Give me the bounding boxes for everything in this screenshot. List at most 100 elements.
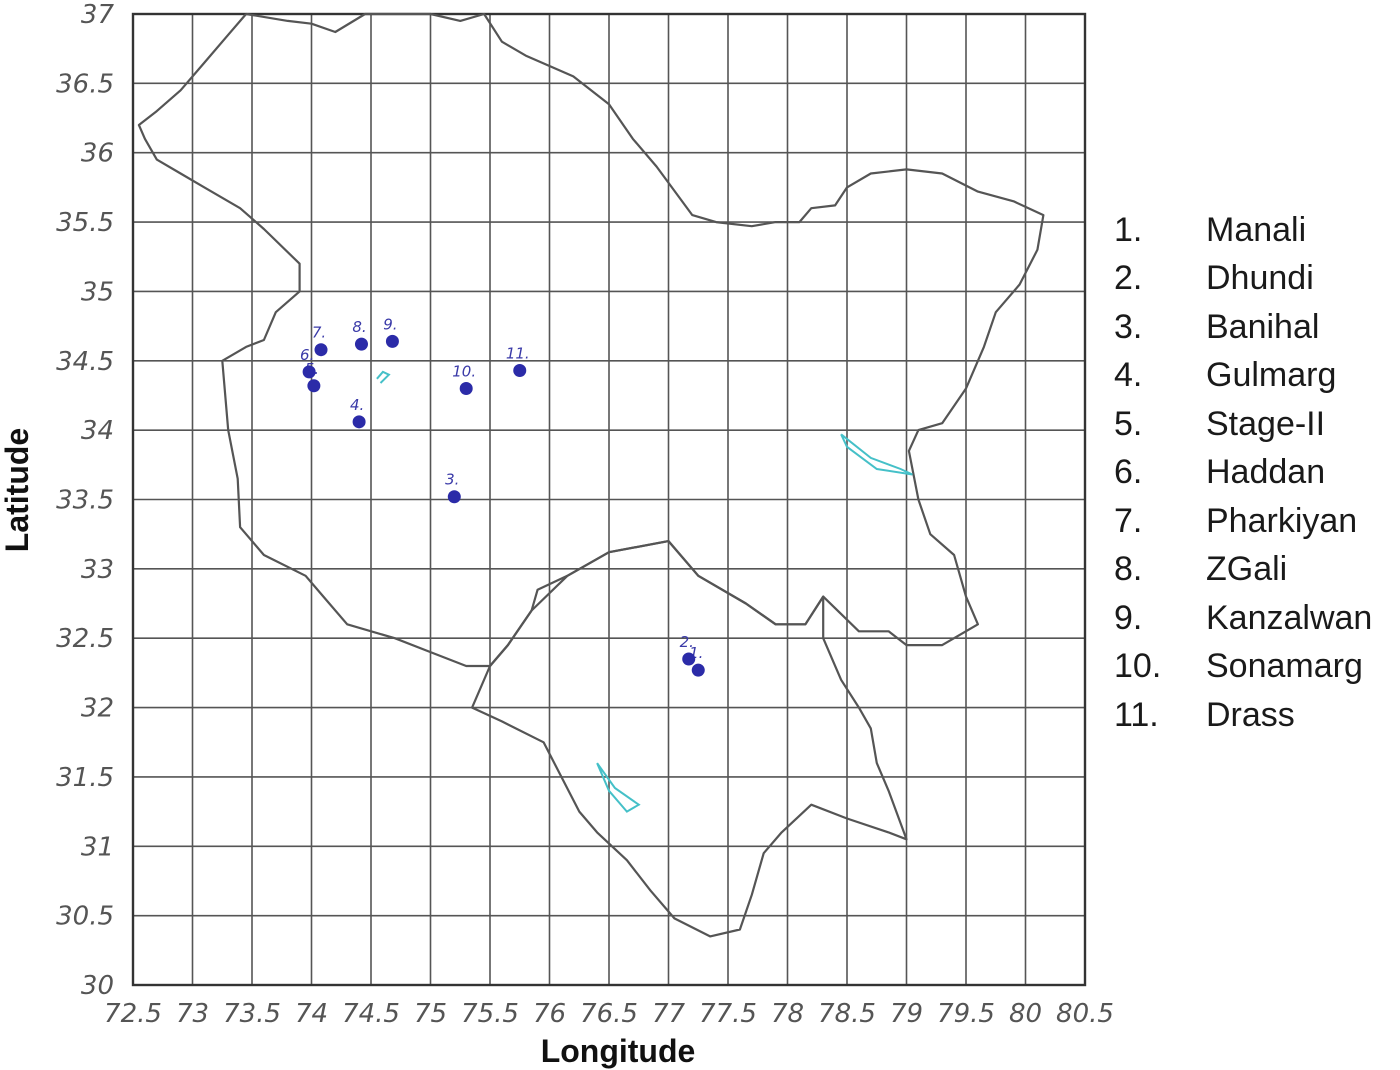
legend-station-name: Gulmarg [1206,356,1337,395]
lake-outline [596,762,641,813]
tick-labels: 72.5 73 73.5 74 74.5 75 75.5 76 76.5 77 77.5 78 78.5… [56,0,1114,1029]
station-point-label: 9. [383,315,397,333]
station-point [354,337,368,351]
legend-item: 6. Haddan [1114,449,1400,498]
legend-station-name: Sonamarg [1206,647,1363,686]
lake-outline [376,370,391,384]
x-tick-label: 77.5 [699,999,757,1029]
legend-number: 2. [1114,259,1143,298]
x-tick-label: 74.5 [342,999,400,1029]
legend-item: 11. Drass [1114,691,1400,740]
legend-number: 6. [1114,453,1143,492]
legend-number: 8. [1114,550,1143,589]
station-point [302,365,316,379]
x-tick-label: 73.5 [223,999,281,1029]
legend-station-name: ZGali [1206,550,1288,589]
station-point-label: 4. [350,396,364,414]
legend-item: 9. Kanzalwan [1114,594,1400,643]
y-tick-label: 33.5 [56,486,114,516]
y-tick-label: 32.5 [56,624,114,654]
station-point [459,382,473,396]
station-points: 1.2.3.4.5.6.7.8.9.10.11. [300,315,705,677]
x-tick-label: 72.5 [104,999,162,1029]
plot-frame [131,12,1087,987]
x-axis-title: Longitude [541,1033,696,1069]
legend: 1. Manali 2. Dhundi 3. Banihal 4. Gulmarg 5. Stag… [1114,206,1400,740]
state-boundaries [137,12,1045,938]
legend-item: 3. Banihal [1114,303,1400,352]
y-tick-label: 31 [81,832,114,862]
station-point-label: 2. [680,633,694,651]
legend-station-name: Haddan [1206,453,1326,492]
grid [131,12,1087,987]
station-point-label: 3. [445,471,459,489]
x-tick-label: 75 [414,999,447,1029]
station-point-label: 7. [312,324,326,342]
legend-station-name: Banihal [1206,307,1320,346]
station-point-label: 6. [300,346,314,364]
x-tick-label: 78 [771,999,804,1029]
legend-number: 3. [1114,307,1143,346]
legend-station-name: Drass [1206,695,1295,734]
station-point [691,663,705,677]
station-point-label: 10. [452,363,476,381]
legend-number: 1. [1114,210,1143,249]
legend-number: 7. [1114,501,1143,540]
x-tick-label: 77 [652,999,686,1029]
station-point [352,415,366,429]
legend-station-name: Dhundi [1206,259,1314,298]
legend-number: 9. [1114,598,1143,637]
station-point-label: 11. [506,344,530,362]
y-tick-label: 36 [81,139,114,169]
x-tick-label: 75.5 [461,999,519,1029]
x-tick-label: 78.5 [818,999,876,1029]
y-tick-label: 34.5 [56,347,114,377]
y-tick-label: 37 [81,0,115,30]
y-tick-label: 30 [81,971,114,1001]
legend-item: 4. Gulmarg [1114,352,1400,401]
legend-item: 1. Manali [1114,206,1400,255]
station-point [513,363,527,377]
legend-number: 11. [1114,695,1159,734]
x-tick-label: 76 [533,999,566,1029]
legend-number: 10. [1114,647,1162,686]
legend-station-name: Kanzalwan [1206,598,1373,637]
legend-item: 2. Dhundi [1114,255,1400,304]
x-tick-label: 73 [176,999,209,1029]
y-tick-label: 35.5 [56,208,114,238]
station-point [447,490,461,504]
y-tick-label: 36.5 [56,69,114,99]
legend-station-name: Stage-II [1206,404,1326,443]
station-point [385,334,399,348]
boundary-jammu-kashmir [137,12,1045,668]
legend-station-name: Manali [1206,210,1307,249]
lake-outline [840,433,913,476]
station-point [682,652,696,666]
legend-item: 10. Sonamarg [1114,643,1400,692]
y-tick-label: 35 [81,277,114,307]
legend-number: 4. [1114,356,1143,395]
lakes [376,370,913,813]
x-tick-label: 80 [1009,999,1042,1029]
legend-number: 5. [1114,404,1143,443]
boundary-himachal [471,539,908,938]
y-axis-title: Latitude [0,428,35,552]
x-tick-label: 74 [295,999,328,1029]
y-tick-label: 34 [81,416,114,446]
x-tick-label: 76.5 [580,999,638,1029]
legend-item: 5. Stage-II [1114,400,1400,449]
station-point [314,343,328,357]
x-tick-label: 79.5 [937,999,995,1029]
legend-item: 8. ZGali [1114,546,1400,595]
y-tick-label: 33 [81,555,114,585]
station-point-label: 8. [352,318,366,336]
y-tick-label: 31.5 [56,763,114,793]
legend-station-name: Pharkiyan [1206,501,1358,540]
x-tick-label: 79 [890,999,923,1029]
x-tick-label: 80.5 [1056,999,1114,1029]
y-tick-label: 30.5 [56,902,114,932]
y-tick-label: 32 [81,694,114,724]
station-point [307,379,321,393]
